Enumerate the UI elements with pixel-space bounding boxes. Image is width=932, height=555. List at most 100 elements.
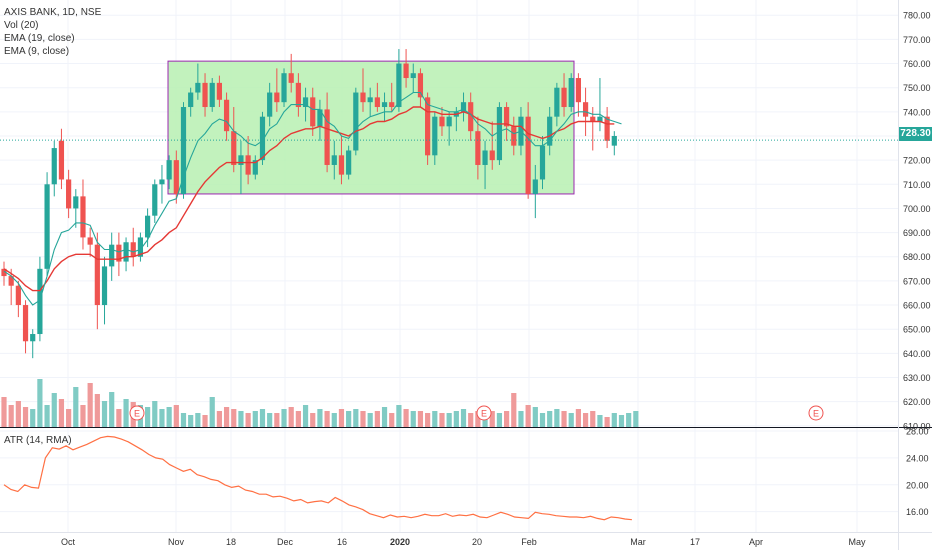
candle-body [526, 117, 531, 194]
volume-bar [605, 417, 610, 427]
candle-body [418, 73, 423, 97]
candle-body [289, 73, 294, 83]
volume-bar [626, 413, 631, 427]
volume-bar [296, 411, 301, 427]
candle-body [102, 266, 107, 305]
volume-bar [246, 413, 251, 427]
candle-body [23, 305, 28, 341]
volume-bar [174, 405, 179, 427]
volume-bar [454, 411, 459, 427]
candle-body [123, 242, 128, 261]
atr-axis-tick-label: 20.00 [906, 480, 929, 490]
volume-bar [123, 399, 128, 427]
volume-bar [181, 413, 186, 427]
volume-bar [590, 411, 595, 427]
volume-bar [80, 405, 85, 427]
candle-body [490, 150, 495, 160]
volume-bar [303, 405, 308, 427]
volume-bar [30, 409, 35, 427]
volume-bar [353, 409, 358, 427]
price-axis-tick-label: 680.00 [903, 252, 931, 262]
volume-bar [109, 392, 114, 427]
candle-body [583, 102, 588, 116]
volume-bar [267, 413, 272, 427]
candle-body [569, 78, 574, 107]
ema19-label: EMA (19, close) [4, 32, 101, 45]
volume-bar [231, 409, 236, 427]
candle-body [612, 136, 617, 146]
volume-bar [569, 413, 574, 427]
price-axis-tick-label: 760.00 [903, 59, 931, 69]
last-price-badge: 728.30 [899, 127, 932, 141]
candle-body [30, 334, 35, 341]
candle-body [210, 83, 215, 107]
candle-body [80, 196, 85, 237]
ema9-label: EMA (9, close) [4, 45, 101, 58]
volume-bar [339, 409, 344, 427]
volume-bar [368, 413, 373, 427]
candle-body [152, 184, 157, 215]
candle-body [167, 160, 172, 179]
candle-body [432, 117, 437, 156]
candle-body [439, 117, 444, 127]
volume-bar [533, 407, 538, 427]
candle-body [44, 184, 49, 269]
atr-axis-tick-label: 16.00 [906, 507, 929, 517]
candle-body [554, 88, 559, 117]
candle-body [533, 179, 538, 193]
time-axis-tick-label: Dec [277, 537, 294, 547]
volume-bar [224, 407, 229, 427]
volume-bar [9, 405, 14, 427]
volume-bar [497, 413, 502, 427]
volume-bar [360, 411, 365, 427]
time-axis-tick-label: 17 [690, 537, 700, 547]
volume-bar [504, 411, 509, 427]
volume-bar [167, 407, 172, 427]
time-axis-tick-label: 20 [472, 537, 482, 547]
volume-bar [310, 413, 315, 427]
volume-bar [468, 413, 473, 427]
volume-bar [526, 405, 531, 427]
candle-body [382, 102, 387, 107]
candle-body [389, 102, 394, 107]
time-axis-tick-label: Mar [630, 537, 646, 547]
volume-bar [396, 405, 401, 427]
time-axis-tick-label: 2020 [390, 537, 410, 547]
price-axis-tick-label: 770.00 [903, 35, 931, 45]
candle-body [540, 146, 545, 180]
volume-bar [461, 409, 466, 427]
volume-bar [152, 401, 157, 427]
volume-bar [66, 409, 71, 427]
volume-bar [253, 411, 258, 427]
candle-body [590, 117, 595, 122]
price-axis-tick-label: 720.00 [903, 156, 931, 166]
price-axis-tick-label: 780.00 [903, 11, 931, 21]
candle-body [88, 237, 93, 244]
candle-body [332, 155, 337, 165]
price-axis-tick-label: 710.00 [903, 180, 931, 190]
volume-bar [195, 413, 200, 427]
time-axis-tick-label: Nov [168, 537, 185, 547]
candle-body [482, 150, 487, 164]
candle-body [159, 179, 164, 184]
candle-body [16, 286, 21, 305]
price-axis-tick-label: 660.00 [903, 301, 931, 311]
price-axis-tick-label: 700.00 [903, 204, 931, 214]
candle-body [274, 93, 279, 103]
candle-body [246, 155, 251, 174]
legend: AXIS BANK, 1D, NSE Vol (20) EMA (19, clo… [4, 6, 101, 58]
volume-bar [281, 409, 286, 427]
time-axis-tick-label: 18 [226, 537, 236, 547]
volume-bar [95, 394, 100, 427]
volume-bar [389, 413, 394, 427]
volume-bar [44, 405, 49, 427]
candle-body [310, 97, 315, 126]
candle-body [217, 83, 222, 100]
candle-body [59, 141, 64, 180]
volume-bar [332, 413, 337, 427]
volume-bar [210, 397, 215, 427]
candle-body [475, 131, 480, 165]
volume-bar [274, 413, 279, 427]
